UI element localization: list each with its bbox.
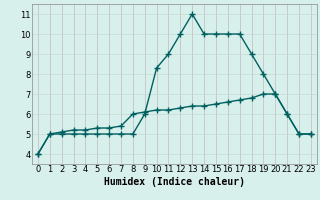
X-axis label: Humidex (Indice chaleur): Humidex (Indice chaleur) — [104, 177, 245, 187]
